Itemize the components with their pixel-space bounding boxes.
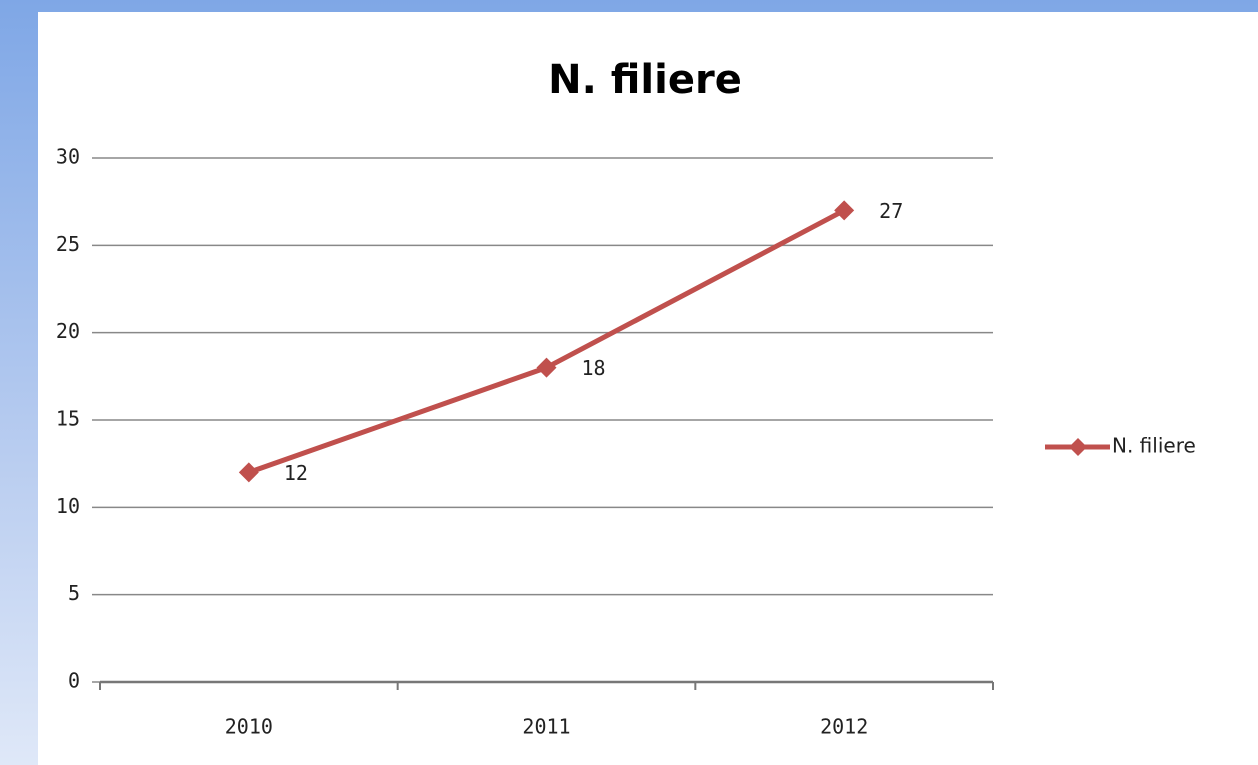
- marker: [238, 462, 259, 483]
- y-tick-label: 0: [68, 669, 80, 693]
- y-tick-label: 30: [56, 145, 80, 169]
- y-tick-label: 10: [56, 494, 80, 518]
- marker: [536, 357, 557, 378]
- data-label: 12: [284, 461, 308, 485]
- line: [248, 208, 846, 475]
- data-label: 18: [582, 356, 606, 380]
- y-tick-label: 25: [56, 232, 80, 256]
- legend-label: N. filiere: [1112, 434, 1196, 458]
- y-tick-label: 5: [68, 581, 80, 605]
- marker: [834, 200, 855, 221]
- x-tick-label: 2012: [820, 715, 868, 739]
- y-tick-label: 15: [56, 407, 80, 431]
- y-tick-label: 20: [56, 319, 80, 343]
- data-label: 27: [879, 199, 903, 223]
- chart-panel: [38, 12, 1258, 765]
- x-tick-label: 2011: [522, 715, 570, 739]
- chart-title: N. filiere: [548, 57, 742, 103]
- legend-marker: [1069, 438, 1087, 456]
- x-tick-label: 2010: [225, 715, 273, 739]
